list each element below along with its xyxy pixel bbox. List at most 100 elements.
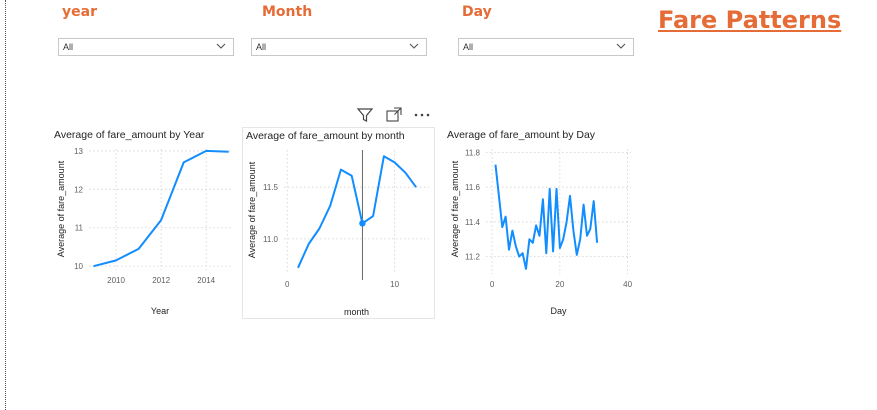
data-point[interactable]: [159, 218, 164, 223]
slicer-day-title: Day: [462, 4, 492, 20]
series-line[interactable]: [297, 155, 417, 269]
data-point[interactable]: [403, 170, 408, 175]
data-point[interactable]: [534, 223, 539, 228]
data-point[interactable]: [204, 148, 209, 153]
chevron-down-icon: [409, 43, 419, 49]
y-tick-label: 11.0: [263, 235, 279, 244]
y-tick-label: 11.6: [465, 183, 481, 192]
data-point[interactable]: [349, 173, 354, 178]
data-point[interactable]: [584, 233, 589, 238]
y-tick-label: 11.8: [465, 148, 481, 157]
chart-title: Average of fare_amount by month: [246, 130, 405, 142]
slicer-year-dropdown[interactable]: All: [58, 38, 234, 56]
page-border: [5, 0, 6, 410]
data-point[interactable]: [568, 193, 573, 198]
y-tick-label: 12: [74, 185, 83, 194]
data-point[interactable]: [544, 251, 549, 256]
slicer-month-dropdown[interactable]: All: [251, 38, 427, 56]
x-axis-label: Year: [151, 306, 169, 316]
slicer-year-value: All: [63, 42, 74, 52]
slicer-day-value: All: [463, 42, 474, 52]
chart-svg: 11.2 11.4 11.6 11.8 0 20 40 Average of fare_am…: [450, 148, 633, 316]
data-point[interactable]: [306, 242, 311, 247]
slicer-day-dropdown[interactable]: All: [458, 38, 634, 56]
data-point[interactable]: [595, 240, 600, 245]
x-tick-label: 2010: [107, 276, 125, 285]
data-point[interactable]: [503, 214, 508, 219]
x-tick-label: 0: [285, 280, 290, 289]
chart-fare-by-year[interactable]: Average of fare_amount by Year 10 11 12 13 2…: [53, 127, 239, 319]
chevron-down-icon: [616, 43, 626, 49]
data-point[interactable]: [226, 149, 231, 154]
y-tick-label: 10: [74, 262, 83, 271]
x-tick-label: 2012: [152, 276, 170, 285]
data-point[interactable]: [588, 226, 593, 231]
chart-title: Average of fare_amount by Year: [54, 129, 205, 141]
chart-svg: 11.0 11.5 0 10 Average of fare_amount month: [247, 150, 429, 317]
x-axis-label: month: [344, 307, 369, 317]
more-options-icon[interactable]: [413, 106, 431, 124]
x-tick-label: 20: [555, 280, 564, 289]
data-point[interactable]: [338, 167, 343, 172]
y-tick-label: 11.5: [263, 183, 279, 192]
page-title: Fare Patterns: [658, 6, 842, 34]
data-point[interactable]: [91, 264, 96, 269]
slicer-month-value: All: [256, 42, 267, 52]
x-tick-label: 2014: [197, 276, 215, 285]
x-tick-label: 40: [623, 280, 632, 289]
data-point[interactable]: [551, 249, 556, 254]
chart-title: Average of fare_amount by Day: [447, 129, 596, 141]
data-point[interactable]: [523, 266, 528, 271]
x-tick-label: 0: [490, 280, 495, 289]
data-point[interactable]: [381, 154, 386, 159]
data-point[interactable]: [328, 203, 333, 208]
data-point[interactable]: [513, 244, 518, 249]
data-point[interactable]: [510, 228, 515, 233]
data-point[interactable]: [114, 258, 119, 263]
data-point[interactable]: [571, 228, 576, 233]
data-point[interactable]: [392, 160, 397, 165]
data-point[interactable]: [317, 226, 322, 231]
y-axis-label: Average of fare_amount: [450, 160, 460, 257]
chart-fare-by-day[interactable]: Average of fare_amount by Day 11.2 11.4 11…: [446, 127, 636, 319]
y-tick-label: 11: [75, 224, 84, 233]
data-point[interactable]: [520, 251, 525, 256]
data-point[interactable]: [547, 186, 552, 191]
series-line[interactable]: [494, 164, 599, 270]
chart-fare-by-month[interactable]: Average of fare_amount by month 11.0 11.5…: [242, 127, 435, 319]
data-point[interactable]: [371, 214, 376, 219]
data-point[interactable]: [540, 197, 545, 202]
y-tick-label: 13: [74, 147, 83, 156]
data-point[interactable]: [493, 162, 498, 167]
data-point[interactable]: [507, 247, 512, 252]
data-point[interactable]: [136, 246, 141, 251]
focus-mode-icon[interactable]: [385, 106, 403, 124]
data-point[interactable]: [181, 160, 186, 165]
series-line[interactable]: [93, 149, 229, 268]
y-axis-label: Average of fare_amount: [247, 161, 257, 258]
data-point[interactable]: [530, 240, 535, 245]
data-point[interactable]: [581, 202, 586, 207]
data-point[interactable]: [414, 185, 419, 190]
data-point[interactable]: [564, 219, 569, 224]
data-point[interactable]: [578, 237, 583, 242]
data-point[interactable]: [554, 186, 559, 191]
y-tick-label: 11.4: [465, 218, 481, 227]
chevron-down-icon: [216, 43, 226, 49]
data-point[interactable]: [561, 237, 566, 242]
slicer-year-title: year: [62, 4, 97, 20]
y-axis-label: Average of fare_amount: [56, 160, 66, 257]
x-axis-label: Day: [550, 306, 567, 316]
data-point[interactable]: [557, 245, 562, 250]
data-point[interactable]: [591, 199, 596, 204]
highlighted-data-point[interactable]: [359, 220, 366, 227]
slicer-month-title: Month: [262, 4, 313, 20]
data-point[interactable]: [496, 193, 501, 198]
chart-svg: 10 11 12 13 2010 2012 2014 Average of fare_amo…: [56, 147, 231, 316]
data-point[interactable]: [500, 225, 505, 230]
data-point[interactable]: [295, 265, 300, 270]
y-tick-label: 11.2: [465, 253, 481, 262]
data-point[interactable]: [574, 252, 579, 257]
data-point[interactable]: [537, 233, 542, 238]
filter-icon[interactable]: [356, 106, 374, 124]
